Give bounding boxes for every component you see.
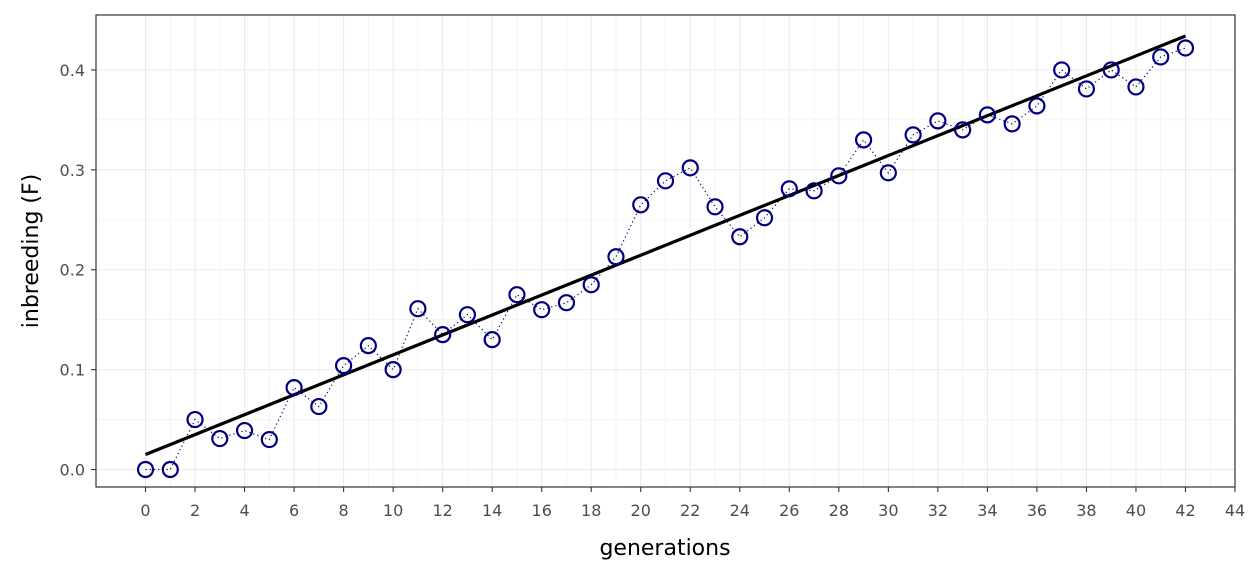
y-tick-label: 0.3 [60,161,85,180]
data-point [1176,39,1195,57]
data-point [211,429,229,448]
data-point [706,198,724,216]
data-point [260,430,278,449]
data-point [632,196,650,214]
x-tick-label: 38 [1076,501,1096,520]
data-point [359,337,377,355]
x-tick-label: 34 [977,501,997,520]
x-tick-label: 30 [878,501,898,520]
data-point [161,460,179,479]
data-point [830,167,848,185]
data-point [929,112,947,130]
data-point [805,182,823,200]
data-point [978,106,996,124]
x-tick-label: 44 [1225,501,1245,520]
x-tick-label: 12 [432,501,452,520]
y-tick-label: 0.2 [60,261,85,280]
data-point [755,209,774,227]
series-connector-line [145,47,1186,471]
data-point [557,294,576,312]
data-point [1102,61,1120,79]
data-point [607,248,625,266]
data-point [1028,97,1046,115]
data-point [136,460,155,479]
x-tick-label: 6 [289,501,299,520]
x-tick-label: 20 [631,501,651,520]
x-tick-label: 10 [383,501,403,520]
x-axis-title: generations [599,536,730,561]
x-tick-label: 42 [1175,501,1195,520]
data-point [780,180,798,198]
data-point [335,357,353,375]
data-point [1003,115,1021,133]
data-point [483,331,501,349]
minor-gridlines [96,15,1235,487]
data-point [409,300,427,318]
x-tick-label: 32 [928,501,948,520]
data-point [458,306,477,324]
data-point [731,228,749,246]
data-point [310,397,328,416]
x-tick-label: 40 [1126,501,1146,520]
y-tick-label: 0.1 [60,361,85,380]
x-tick-label: 18 [581,501,601,520]
x-tick-label: 0 [140,501,150,520]
y-axis-ticks: 0.0 0.1 0.2 0.3 0.4 [60,61,96,480]
x-tick-label: 26 [779,501,799,520]
x-tick-label: 8 [339,501,349,520]
y-tick-label: 0.0 [60,461,85,480]
data-point [285,379,303,397]
dotted-connector [145,47,1186,471]
x-tick-label: 22 [680,501,700,520]
x-tick-label: 24 [730,501,750,520]
data-point [186,410,204,429]
data-point [434,326,452,344]
x-tick-label: 28 [829,501,849,520]
data-point [235,421,254,440]
data-point [1127,78,1145,96]
x-tick-label: 14 [482,501,502,520]
data-point [1077,80,1096,98]
data-point [533,301,551,319]
data-point [656,172,675,190]
major-gridlines [96,15,1236,487]
panel-border [95,14,1236,488]
data-point [1152,48,1170,66]
data-point [1053,61,1071,79]
trend-line-group [144,34,1187,457]
x-axis-ticks: 0 2 4 6 8 10 12 14 16 18 20 22 24 26 28 30 32 34 36 38 40 42 4… [140,487,1245,520]
x-tick-label: 36 [1027,501,1047,520]
x-tick-label: 2 [190,501,200,520]
data-point [681,159,699,177]
data-point [508,286,526,304]
y-axis-title: inbreeding (F) [19,174,44,328]
trend-line [144,34,1187,457]
data-point [582,276,600,294]
y-tick-label: 0.4 [60,61,85,80]
data-point [954,121,972,139]
data-point [384,361,402,379]
x-tick-label: 4 [239,501,249,520]
data-points [136,39,1195,479]
data-point [854,131,873,149]
data-point [879,164,897,182]
x-tick-label: 16 [532,501,552,520]
data-point [904,126,922,144]
